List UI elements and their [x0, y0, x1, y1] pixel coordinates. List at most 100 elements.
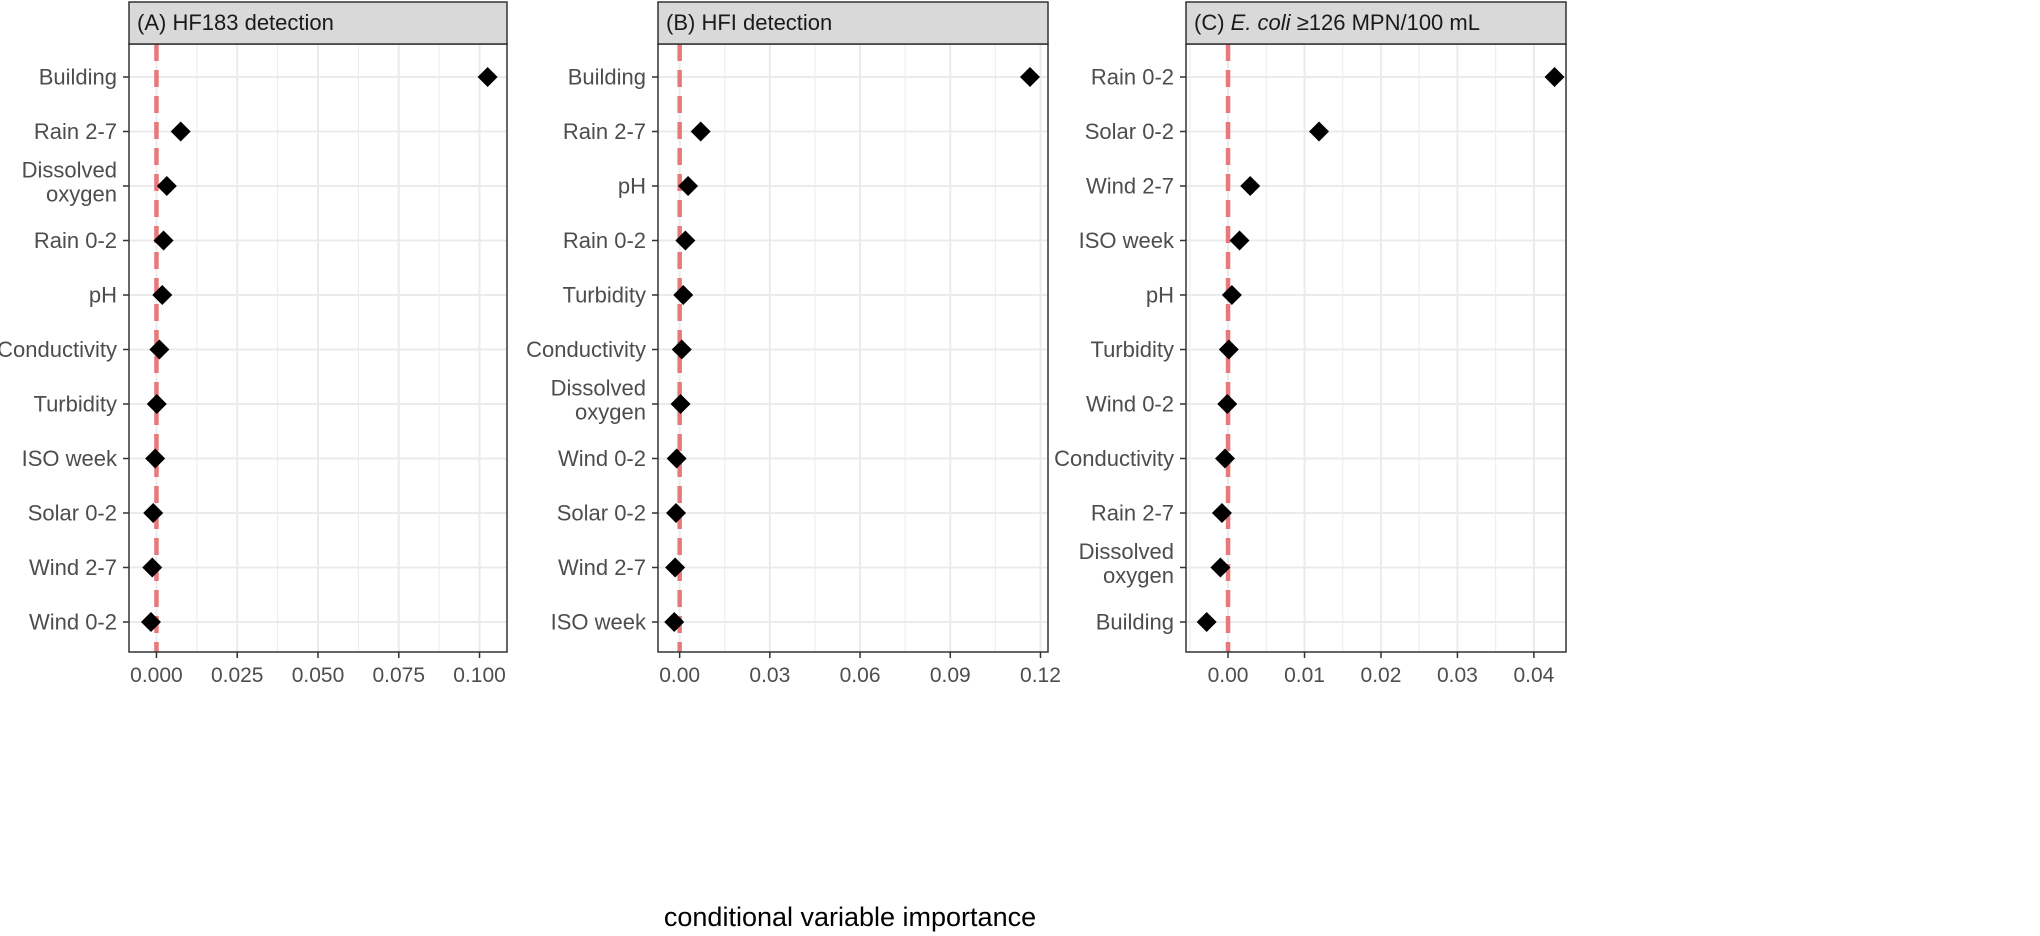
- data-point: [1309, 121, 1330, 142]
- data-point: [1196, 612, 1217, 632]
- y-tick-label: Conductivity: [0, 337, 117, 362]
- y-tick-label: Dissolved oxygen: [22, 158, 117, 207]
- data-point: [146, 394, 167, 414]
- x-tick-label: 0.075: [372, 664, 425, 687]
- facet-title: (C) E. coli ≥126 MPN/100 mL: [1194, 10, 1480, 35]
- y-tick-label: Turbidity: [1090, 337, 1174, 362]
- facet-strip: [657, 1, 1049, 45]
- y-tick-label: Solar 0-2: [28, 501, 117, 526]
- data-point: [1214, 448, 1235, 469]
- x-tick-label: 0.12: [1020, 664, 1061, 687]
- data-point: [1217, 394, 1238, 414]
- data-point: [1019, 67, 1040, 87]
- x-axis-label: conditional variable importance: [664, 902, 1036, 932]
- data-point: [665, 557, 686, 578]
- x-tick-label: 0.00: [659, 664, 700, 687]
- facet-title-prefix: (B) HFI detection: [666, 10, 832, 35]
- y-tick-label: Dissolved oxygen: [1079, 539, 1174, 588]
- y-tick-label: Wind 0-2: [29, 610, 117, 635]
- facet-title-italic: E. coli: [1231, 10, 1292, 35]
- y-tick-label: Rain 0-2: [563, 228, 646, 253]
- x-tick-label: 0.025: [211, 664, 264, 687]
- data-point: [142, 557, 163, 578]
- facet-title-suffix: ≥126 MPN/100 mL: [1291, 10, 1480, 35]
- y-tick-label-line: Dissolved: [22, 158, 117, 183]
- panel-1: (B) HFI detection Building Rain 2-7 pH Rain …: [526, 1, 1061, 687]
- y-tick-label: ISO week: [1079, 228, 1175, 253]
- y-tick-label: pH: [89, 283, 117, 308]
- facet-strip: [128, 1, 508, 45]
- y-tick-label: Building: [39, 65, 117, 90]
- y-tick-label-line: oxygen: [1103, 563, 1174, 588]
- data-point: [145, 448, 166, 469]
- data-point: [1221, 285, 1242, 305]
- panel-2: (C) E. coli ≥126 MPN/100 mL Rain 0-2 Solar…: [1054, 1, 1567, 687]
- data-point: [149, 339, 170, 360]
- y-tick-label: Wind 0-2: [558, 446, 646, 471]
- y-tick-label: Rain 2-7: [563, 119, 646, 144]
- y-tick-label: pH: [618, 174, 646, 199]
- data-point: [1544, 67, 1565, 87]
- y-tick-label: Turbidity: [33, 392, 117, 417]
- data-point: [670, 394, 691, 414]
- data-point: [666, 503, 687, 523]
- x-tick-label: 0.03: [749, 664, 790, 687]
- data-point: [140, 612, 161, 632]
- facet-title-prefix: (C): [1194, 10, 1231, 35]
- data-point: [678, 176, 699, 196]
- x-tick-label: 0.01: [1284, 664, 1325, 687]
- y-tick-label-line: oxygen: [46, 182, 117, 207]
- facet-title-prefix: (A) HF183 detection: [137, 10, 334, 35]
- data-point: [675, 230, 696, 251]
- data-point: [152, 285, 173, 305]
- x-tick-label: 0.06: [840, 664, 881, 687]
- x-tick-label: 0.02: [1361, 664, 1402, 687]
- x-tick-label: 0.100: [453, 664, 506, 687]
- x-tick-label: 0.00: [1208, 664, 1249, 687]
- y-tick-label: Conductivity: [1054, 446, 1174, 471]
- data-point: [1229, 230, 1250, 251]
- y-tick-label: Solar 0-2: [557, 501, 646, 526]
- facet-title: (A) HF183 detection: [137, 10, 334, 35]
- facet-strip: [1185, 1, 1567, 45]
- y-tick-label: Building: [568, 65, 646, 90]
- plot-background: [1186, 44, 1566, 652]
- y-tick-label: Turbidity: [562, 283, 646, 308]
- y-tick-label: Building: [1096, 610, 1174, 635]
- data-point: [1210, 557, 1231, 578]
- x-tick-label: 0.04: [1513, 664, 1554, 687]
- x-tick-label: 0.09: [930, 664, 971, 687]
- data-point: [477, 67, 498, 87]
- y-tick-label: Rain 0-2: [34, 228, 117, 253]
- y-tick-label: Wind 2-7: [558, 555, 646, 580]
- y-tick-label: Rain 0-2: [1091, 65, 1174, 90]
- data-point: [664, 612, 685, 632]
- y-tick-label-line: oxygen: [575, 400, 646, 425]
- y-tick-label-line: Dissolved: [1079, 539, 1174, 564]
- y-tick-label: ISO week: [22, 446, 118, 471]
- data-point: [666, 448, 687, 469]
- data-point: [153, 230, 174, 251]
- plot-background: [658, 44, 1048, 652]
- data-point: [1240, 176, 1261, 196]
- data-point: [1218, 339, 1239, 360]
- panel-0: (A) HF183 detection Building Rain 2-7 Disso…: [0, 1, 508, 687]
- y-tick-label: ISO week: [551, 610, 647, 635]
- y-tick-label: Dissolved oxygen: [551, 376, 646, 425]
- y-tick-label: Solar 0-2: [1085, 119, 1174, 144]
- data-point: [671, 339, 692, 360]
- y-tick-label: pH: [1146, 283, 1174, 308]
- y-tick-label-line: Dissolved: [551, 376, 646, 401]
- y-tick-label: Rain 2-7: [1091, 501, 1174, 526]
- y-tick-label: Wind 0-2: [1086, 392, 1174, 417]
- x-tick-label: 0.000: [130, 664, 183, 687]
- x-tick-label: 0.050: [292, 664, 345, 687]
- data-point: [1211, 503, 1232, 523]
- data-point: [156, 176, 177, 196]
- data-point: [143, 503, 164, 523]
- y-tick-label: Wind 2-7: [29, 555, 117, 580]
- y-tick-label: Rain 2-7: [34, 119, 117, 144]
- data-point: [170, 121, 191, 142]
- data-point: [690, 121, 711, 142]
